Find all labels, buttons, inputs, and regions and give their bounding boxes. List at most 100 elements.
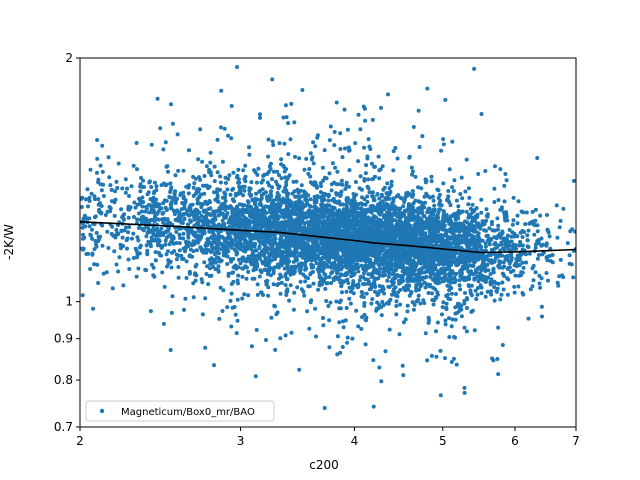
scatter-point xyxy=(186,235,191,240)
scatter-point xyxy=(362,245,367,250)
scatter-point xyxy=(197,229,202,234)
scatter-point xyxy=(344,289,349,294)
scatter-point xyxy=(96,237,101,242)
scatter-point xyxy=(93,239,98,243)
scatter-point xyxy=(288,253,293,257)
scatter-point xyxy=(414,285,418,290)
scatter-point xyxy=(187,148,191,153)
scatter-point xyxy=(321,323,326,328)
scatter-point xyxy=(115,186,120,190)
scatter-point xyxy=(431,302,436,307)
scatter-point xyxy=(267,183,272,188)
scatter-point xyxy=(357,278,362,283)
scatter-point xyxy=(366,177,371,182)
scatter-point xyxy=(363,342,368,347)
scatter-point xyxy=(207,184,212,189)
scatter-point xyxy=(200,232,205,237)
scatter-point xyxy=(212,190,216,195)
scatter-point xyxy=(125,246,129,251)
scatter-point xyxy=(328,300,333,305)
scatter-point xyxy=(360,211,365,216)
scatter-point xyxy=(263,256,268,260)
scatter-point xyxy=(359,206,364,211)
scatter-point xyxy=(262,267,267,272)
scatter-point xyxy=(295,187,300,192)
scatter-point xyxy=(272,303,277,308)
scatter-point xyxy=(181,246,186,251)
scatter-point xyxy=(331,263,336,268)
scatter-point xyxy=(332,143,337,148)
scatter-point xyxy=(135,235,140,240)
scatter-point xyxy=(429,353,434,358)
scatter-point xyxy=(283,283,288,287)
scatter-point xyxy=(379,261,384,266)
scatter-point xyxy=(382,256,387,261)
scatter-point xyxy=(392,240,397,244)
scatter-point xyxy=(185,208,189,213)
scatter-point xyxy=(367,190,372,195)
scatter-point xyxy=(310,228,315,233)
scatter-point xyxy=(140,204,145,209)
scatter-point xyxy=(218,285,223,290)
scatter-point xyxy=(275,253,280,258)
scatter-point xyxy=(350,336,355,341)
scatter-point xyxy=(122,217,126,222)
scatter-point xyxy=(324,239,329,243)
scatter-point xyxy=(374,260,379,265)
scatter-point xyxy=(278,227,282,232)
scatter-point xyxy=(368,258,373,262)
scatter-point xyxy=(134,141,139,145)
scatter-point xyxy=(80,293,85,298)
scatter-point xyxy=(362,303,367,308)
scatter-point xyxy=(370,190,375,195)
scatter-point xyxy=(280,233,285,238)
scatter-point xyxy=(196,220,201,225)
scatter-point xyxy=(207,167,212,172)
scatter-point xyxy=(175,132,180,137)
scatter-point xyxy=(302,262,307,267)
scatter-point xyxy=(170,294,175,299)
scatter-point xyxy=(181,256,186,261)
scatter-point xyxy=(331,213,336,218)
scatter-point xyxy=(308,271,313,276)
scatter-point xyxy=(384,301,389,306)
scatter-point xyxy=(144,234,149,239)
scatter-point xyxy=(162,216,167,221)
scatter-point xyxy=(153,258,158,263)
scatter-point xyxy=(206,236,211,241)
scatter-point xyxy=(211,264,216,269)
scatter-point xyxy=(186,191,191,196)
scatter-point xyxy=(365,156,370,161)
scatter-point xyxy=(338,306,343,311)
scatter-point xyxy=(219,247,224,252)
scatter-point xyxy=(371,194,376,199)
scatter-point xyxy=(281,115,286,120)
scatter-point xyxy=(130,236,134,241)
scatter-point xyxy=(101,194,106,198)
scatter-point xyxy=(240,218,245,223)
scatter-point xyxy=(271,282,276,287)
scatter-point xyxy=(236,167,241,172)
scatter-point xyxy=(343,255,348,260)
scatter-point xyxy=(169,236,174,241)
scatter-point xyxy=(314,334,318,339)
scatter-point xyxy=(216,213,221,218)
scatter-point xyxy=(200,280,205,285)
scatter-point xyxy=(159,226,164,231)
scatter-point xyxy=(208,266,212,271)
scatter-point xyxy=(265,272,270,277)
scatter-point xyxy=(341,325,346,330)
scatter-point xyxy=(330,230,335,235)
scatter-point xyxy=(302,167,307,172)
scatter-point xyxy=(462,385,467,390)
scatter-point xyxy=(371,177,375,181)
scatter-point xyxy=(145,230,150,235)
scatter-point xyxy=(191,295,196,300)
scatter-point xyxy=(417,145,422,149)
scatter-point xyxy=(393,268,398,273)
scatter-point xyxy=(279,238,284,243)
scatter-point xyxy=(106,155,111,160)
scatter-point xyxy=(324,225,329,230)
scatter-point xyxy=(356,269,361,274)
scatter-point xyxy=(272,211,277,216)
